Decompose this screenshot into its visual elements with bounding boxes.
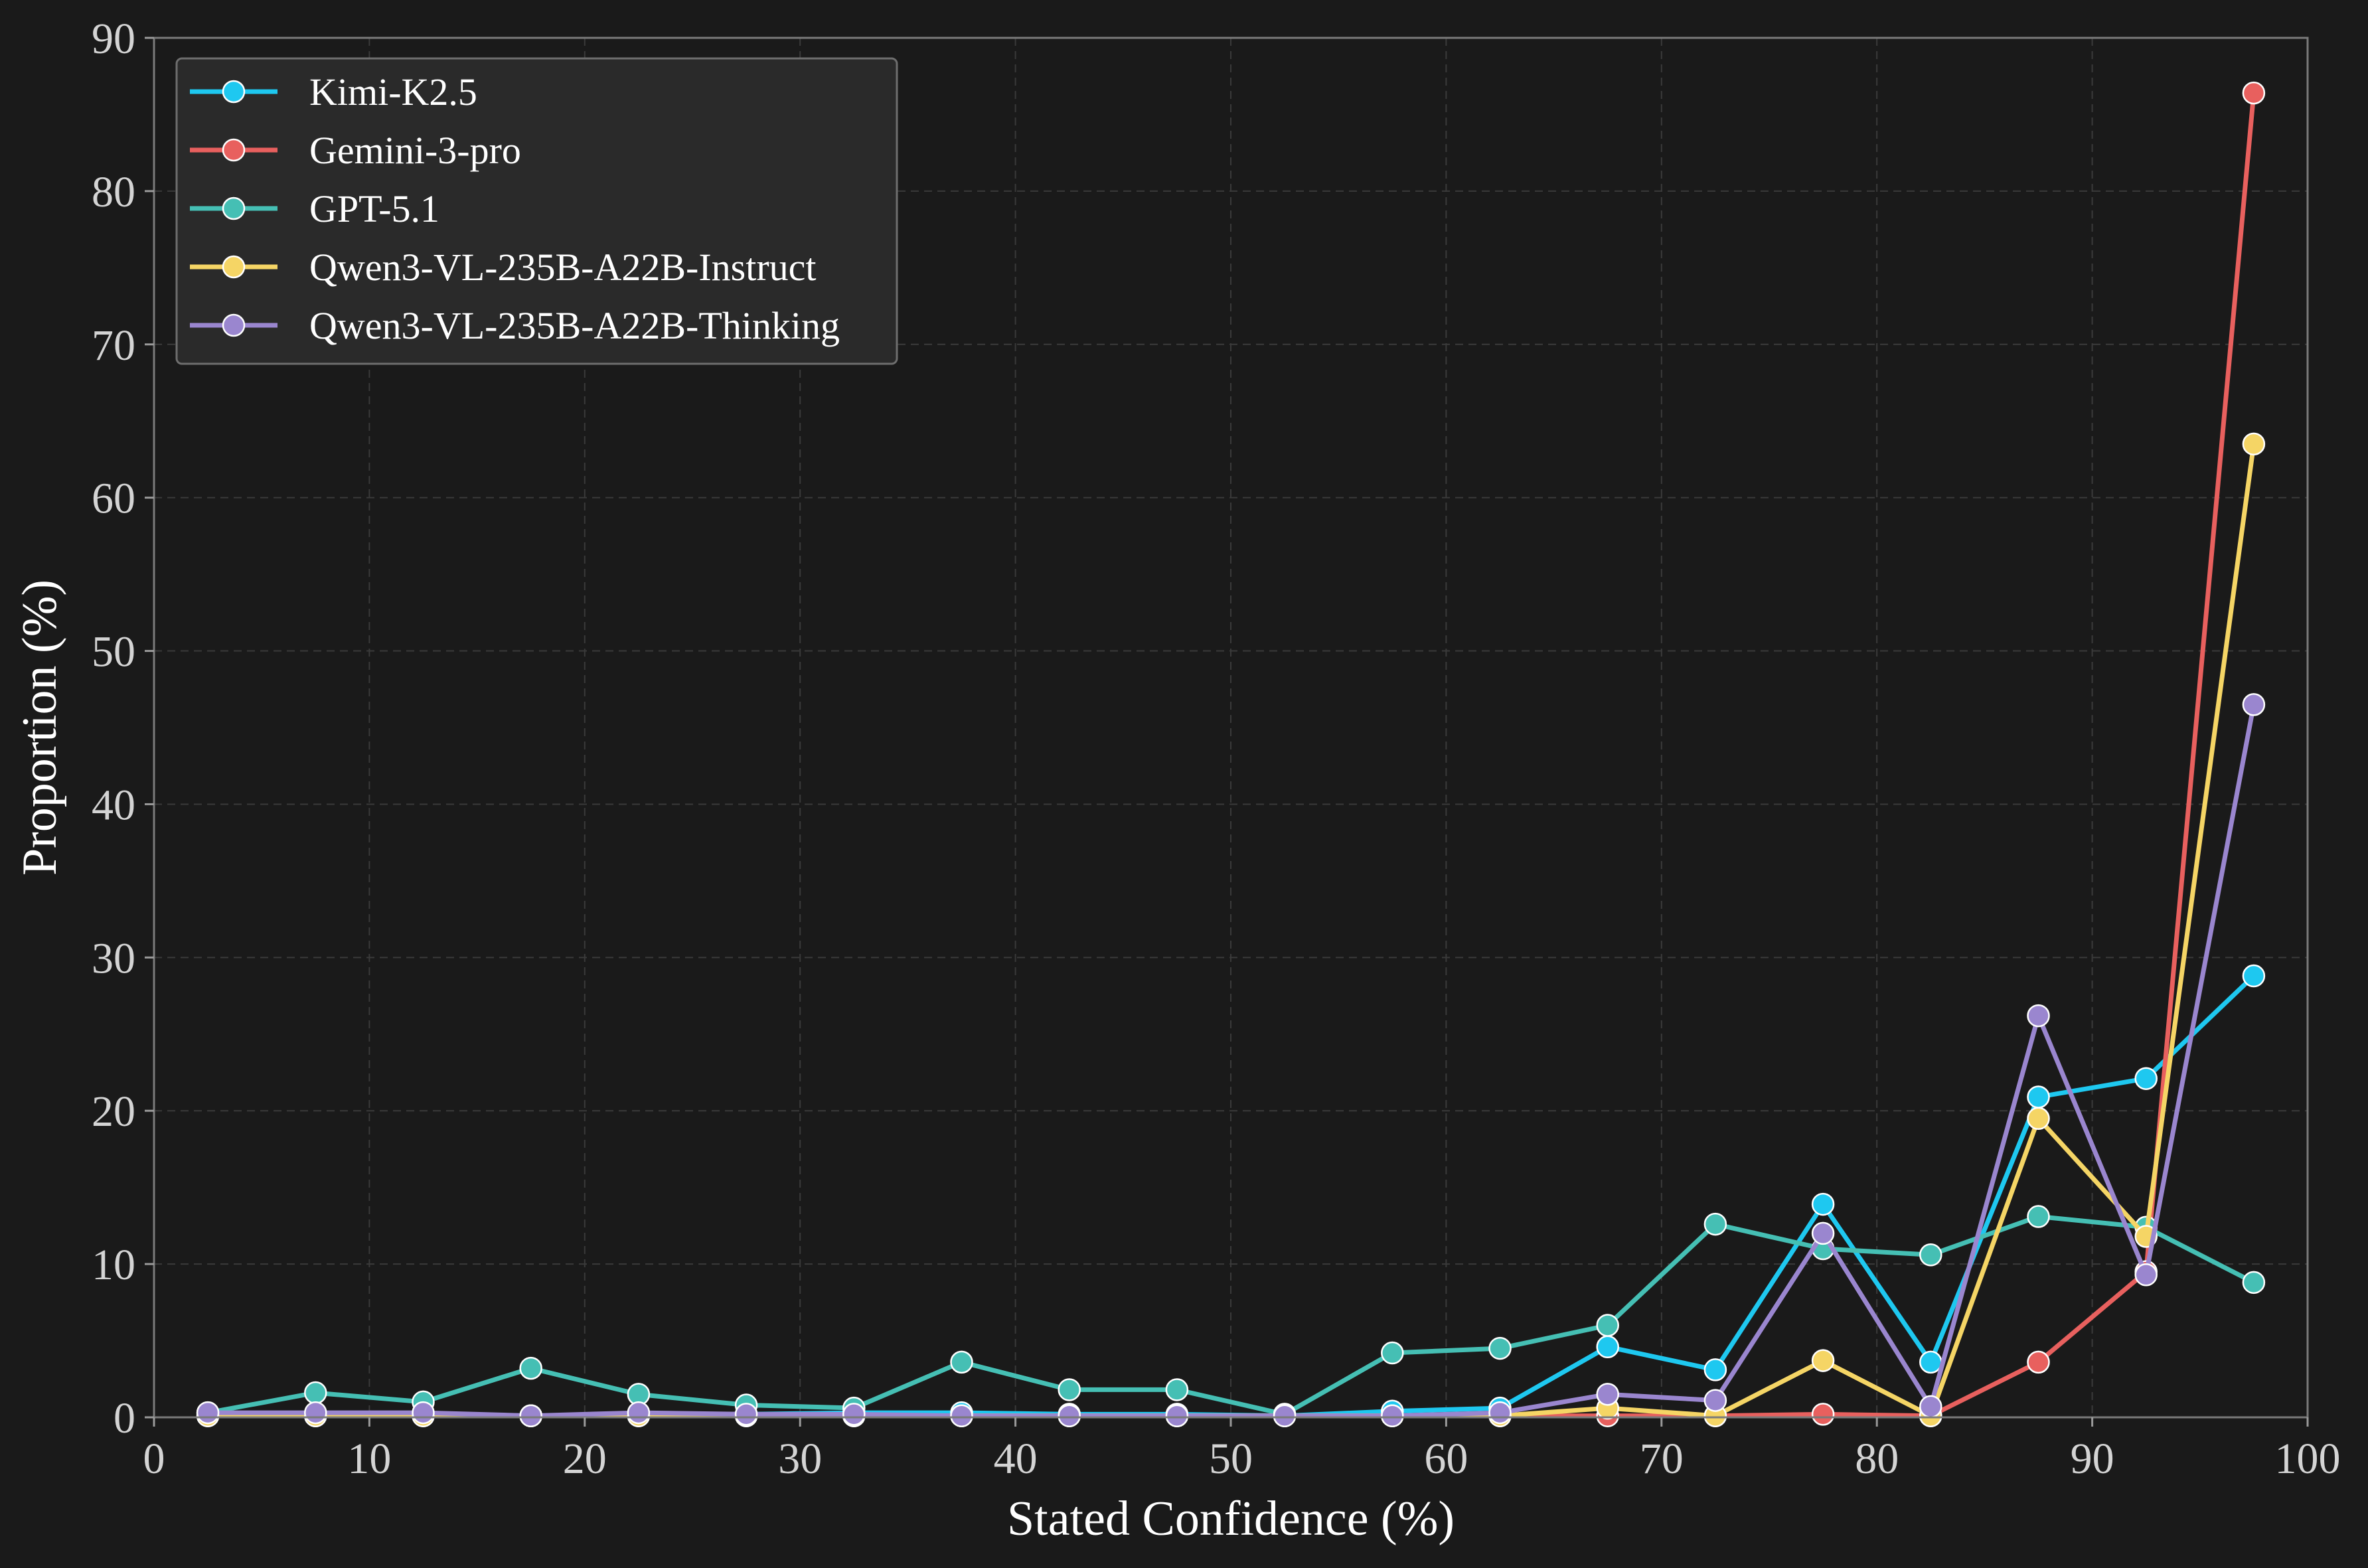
legend-item: Qwen3-VL-235B-A22B-Thinking — [190, 304, 840, 347]
data-point — [2242, 1271, 2266, 1294]
legend-item: Qwen3-VL-235B-A22B-Instruct — [190, 246, 817, 289]
x-tick-label: 0 — [143, 1435, 165, 1483]
legend-marker — [222, 138, 246, 162]
data-point — [2242, 693, 2266, 716]
data-point — [627, 1401, 651, 1425]
x-tick-label: 100 — [2275, 1435, 2341, 1483]
series-layer — [196, 81, 2266, 1427]
x-tick-label: 70 — [1640, 1435, 1684, 1483]
y-tick-label: 10 — [92, 1241, 135, 1289]
series-line — [208, 704, 2256, 1419]
y-tick-label: 60 — [92, 475, 135, 523]
data-point — [1596, 1335, 1619, 1359]
y-tick-label: 40 — [92, 781, 135, 829]
legend-marker — [222, 196, 246, 220]
x-axis-ticks: 0 10 20 30 40 50 60 70 80 90 100 — [143, 1417, 2341, 1483]
y-tick-label: 0 — [114, 1394, 135, 1443]
data-point — [519, 1404, 542, 1427]
data-point — [1381, 1404, 1404, 1427]
y-tick-label: 30 — [92, 934, 135, 982]
legend-label: GPT-5.1 — [309, 187, 439, 230]
data-point — [2242, 81, 2266, 105]
legend-marker — [222, 80, 246, 104]
x-tick-label: 10 — [347, 1435, 391, 1483]
data-point — [1596, 1383, 1619, 1406]
data-point — [1058, 1378, 1081, 1401]
data-point — [1703, 1358, 1727, 1381]
data-point — [2134, 1067, 2158, 1090]
data-point — [2242, 964, 2266, 988]
data-point — [1919, 1243, 1942, 1267]
x-tick-label: 80 — [1855, 1435, 1899, 1483]
data-point — [734, 1403, 758, 1426]
legend-label: Qwen3-VL-235B-A22B-Instruct — [309, 246, 817, 289]
data-point — [2027, 1350, 2050, 1374]
data-point — [950, 1350, 973, 1374]
data-point — [519, 1356, 542, 1380]
data-point — [2027, 1205, 2050, 1228]
data-point — [1488, 1401, 1512, 1425]
y-tick-label: 90 — [92, 15, 135, 63]
data-point — [196, 1401, 220, 1425]
legend-label: Gemini-3-pro — [309, 129, 521, 172]
legend: Kimi-K2.5 Gemini-3-pro GPT-5.1 Qwen3-VL-235… — [175, 57, 898, 365]
x-tick-label: 20 — [563, 1435, 607, 1483]
data-point — [1811, 1192, 1835, 1216]
data-point — [842, 1403, 866, 1426]
y-axis-title: Proportion (%) — [13, 580, 67, 876]
data-point — [412, 1401, 435, 1425]
x-tick-label: 60 — [1424, 1435, 1468, 1483]
data-point — [1811, 1221, 1835, 1245]
data-point — [1381, 1341, 1404, 1365]
data-point — [304, 1381, 327, 1405]
data-point — [1273, 1404, 1297, 1427]
data-point — [2027, 1085, 2050, 1109]
y-tick-label: 50 — [92, 628, 135, 676]
data-point — [1919, 1395, 1942, 1419]
legend-item: GPT-5.1 — [190, 187, 439, 230]
series-qwen3-vl-235b-a22b-thinking — [196, 693, 2266, 1427]
x-tick-label: 90 — [2071, 1435, 2114, 1483]
legend-label: Kimi-K2.5 — [309, 70, 477, 114]
data-point — [1811, 1403, 1835, 1426]
data-point — [2242, 432, 2266, 456]
data-point — [2027, 1004, 2050, 1028]
legend-label: Qwen3-VL-235B-A22B-Thinking — [309, 304, 840, 347]
legend-marker — [222, 255, 246, 279]
data-point — [1703, 1212, 1727, 1236]
x-tick-label: 40 — [994, 1435, 1038, 1483]
legend-item: Kimi-K2.5 — [190, 70, 477, 114]
legend-box — [175, 57, 898, 365]
data-point — [1165, 1378, 1189, 1401]
y-tick-label: 20 — [92, 1087, 135, 1136]
data-point — [1596, 1314, 1619, 1337]
data-point — [1919, 1350, 1942, 1374]
series-line — [207, 1214, 2255, 1417]
x-tick-label: 30 — [778, 1435, 822, 1483]
data-point — [2134, 1263, 2158, 1287]
y-tick-label: 80 — [92, 168, 135, 216]
y-axis-ticks: 0 10 20 30 40 50 60 70 80 90 — [92, 15, 154, 1443]
x-axis-title: Stated Confidence (%) — [1007, 1492, 1455, 1546]
y-tick-label: 70 — [92, 321, 135, 370]
data-point — [1811, 1349, 1835, 1372]
data-point — [1165, 1404, 1189, 1427]
data-point — [1058, 1404, 1081, 1427]
data-point — [1488, 1336, 1512, 1360]
data-point — [950, 1404, 973, 1427]
legend-marker — [222, 313, 246, 337]
legend-item: Gemini-3-pro — [190, 129, 521, 172]
data-point — [1703, 1389, 1727, 1412]
data-point — [2027, 1107, 2050, 1131]
x-tick-label: 50 — [1209, 1435, 1253, 1483]
data-point — [304, 1401, 327, 1425]
